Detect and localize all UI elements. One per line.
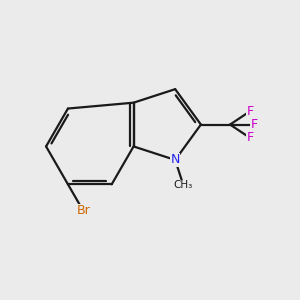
Text: F: F bbox=[246, 131, 254, 144]
Text: F: F bbox=[246, 105, 254, 118]
Text: CH₃: CH₃ bbox=[174, 180, 193, 190]
Text: Br: Br bbox=[76, 204, 90, 217]
Text: N: N bbox=[170, 154, 180, 166]
Text: F: F bbox=[250, 118, 257, 131]
